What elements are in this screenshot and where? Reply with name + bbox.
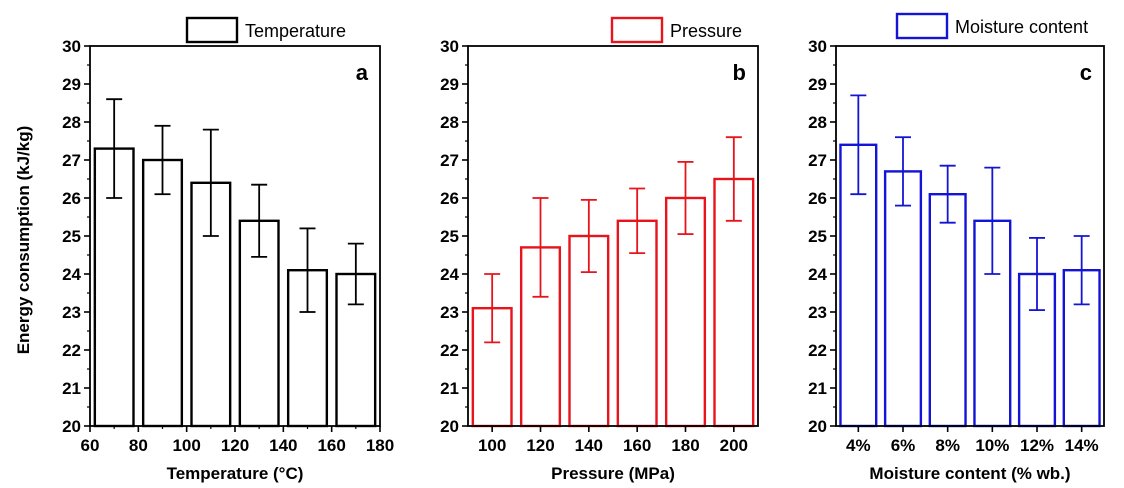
y-tick-label: 21 [62,379,81,398]
y-tick-label: 25 [808,227,827,246]
y-tick-label: 30 [808,37,827,56]
x-tick-label: 12% [1020,436,1054,455]
panel-label: c [1080,60,1092,85]
x-axis-title: Moisture content (% wb.) [869,464,1070,483]
y-tick-label: 25 [440,227,459,246]
legend-label: Temperature [245,21,346,41]
y-tick-label: 23 [808,303,827,322]
y-tick-label: 20 [440,417,459,436]
y-tick-label: 28 [440,113,459,132]
x-tick-label: 8% [935,436,960,455]
y-tick-label: 29 [808,75,827,94]
y-tick-label: 23 [62,303,81,322]
y-tick-label: 23 [440,303,459,322]
x-tick-label: 120 [526,436,554,455]
x-tick-label: 160 [623,436,651,455]
legend-label: Moisture content [955,17,1088,37]
y-axis-title: Energy consumption (kJ/kg) [14,126,33,355]
y-tick-label: 22 [808,341,827,360]
bar [928,192,967,428]
x-tick-label: 120 [221,436,249,455]
x-tick-label: 80 [129,436,148,455]
chart-panel-c: 20 21 22 23 24 25 26 27 28 29 30 4% 6% 8% 10% 12% 14% Moi… [808,12,1105,483]
x-tick-label: 100 [478,436,506,455]
chart-panel-b: 20 21 22 23 24 25 26 27 28 29 30 100 120 140 160 180 200… [440,16,759,483]
y-tick-label: 27 [808,151,827,170]
legend-label: Pressure [670,21,742,41]
x-tick-label: 60 [81,436,100,455]
bar [883,170,923,428]
legend-swatch [895,12,949,40]
legend-swatch [185,16,239,44]
y-tick-label: 28 [62,113,81,132]
y-tick-label: 25 [62,227,81,246]
panel-label: a [356,60,369,85]
y-tick-label: 26 [440,189,459,208]
x-axis-title: Temperature (°C) [167,464,304,483]
y-tick-label: 27 [62,151,81,170]
y-tick-label: 26 [62,189,81,208]
x-tick-label: 140 [269,436,297,455]
x-tick-label: 14% [1065,436,1099,455]
x-tick-label: 4% [846,436,871,455]
y-tick-label: 20 [62,417,81,436]
y-tick-label: 21 [808,379,827,398]
bar [141,158,184,428]
y-tick-label: 27 [440,151,459,170]
y-tick-label: 20 [808,417,827,436]
y-tick-label: 22 [440,341,459,360]
y-tick-label: 24 [440,265,459,284]
y-tick-label: 21 [440,379,459,398]
y-tick-label: 29 [440,75,459,94]
x-axis-title: Pressure (MPa) [551,464,675,483]
x-tick-label: 140 [575,436,603,455]
x-tick-label: 160 [317,436,345,455]
y-tick-label: 29 [62,75,81,94]
chart-panel-a: 20 21 22 23 24 25 26 27 28 29 30 60 80 100 120 140 160 18… [62,16,394,483]
x-tick-label: 200 [720,436,748,455]
legend-swatch [610,16,664,44]
x-tick-label: 6% [891,436,916,455]
panel-label: b [733,60,746,85]
y-tick-label: 24 [808,265,827,284]
x-tick-label: 100 [172,436,200,455]
y-tick-label: 30 [62,37,81,56]
x-tick-label: 180 [671,436,699,455]
x-tick-label: 10% [975,436,1009,455]
y-tick-label: 30 [440,37,459,56]
x-tick-label: 180 [366,436,394,455]
y-tick-label: 28 [808,113,827,132]
y-tick-label: 22 [62,341,81,360]
y-tick-label: 24 [62,265,81,284]
y-tick-label: 26 [808,189,827,208]
